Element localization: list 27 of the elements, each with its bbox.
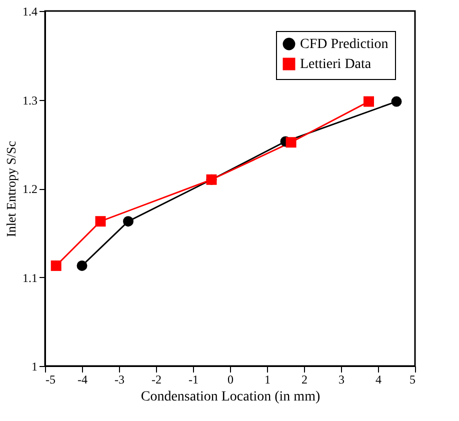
point <box>50 260 62 271</box>
y-tick-label: 1 <box>32 360 38 374</box>
x-axis-title: Condensation Location (in mm) <box>140 390 320 404</box>
legend-label: CFD Prediction <box>300 37 388 52</box>
legend-label: Lettieri Data <box>300 57 372 72</box>
x-tick-label: -2 <box>152 372 162 386</box>
point <box>95 216 106 227</box>
y-tick-label: 1.2 <box>22 182 38 196</box>
x-tick-label: 3 <box>338 372 344 386</box>
x-tick-label: 0 <box>228 372 234 386</box>
x-tick-label: -3 <box>114 372 124 386</box>
x-tick-label: -5 <box>46 372 56 386</box>
point <box>123 216 134 227</box>
y-tick-label: 1.3 <box>22 93 38 108</box>
x-tick-label: 1 <box>264 372 270 386</box>
point <box>364 96 374 107</box>
x-tick-label: 4 <box>376 372 382 386</box>
x-tick-label: 5 <box>410 372 416 386</box>
x-tick-label: -1 <box>188 372 198 386</box>
y-tick-label: 1.1 <box>22 270 38 285</box>
y-axis-title: Inlet Entropy S/Sc <box>4 140 18 238</box>
y-tick-label: 1.4 <box>22 4 38 18</box>
x-tick-label: -4 <box>78 372 88 386</box>
point <box>391 96 402 107</box>
point <box>286 137 296 148</box>
x-tick-label: 2 <box>302 372 308 386</box>
point <box>76 260 88 271</box>
